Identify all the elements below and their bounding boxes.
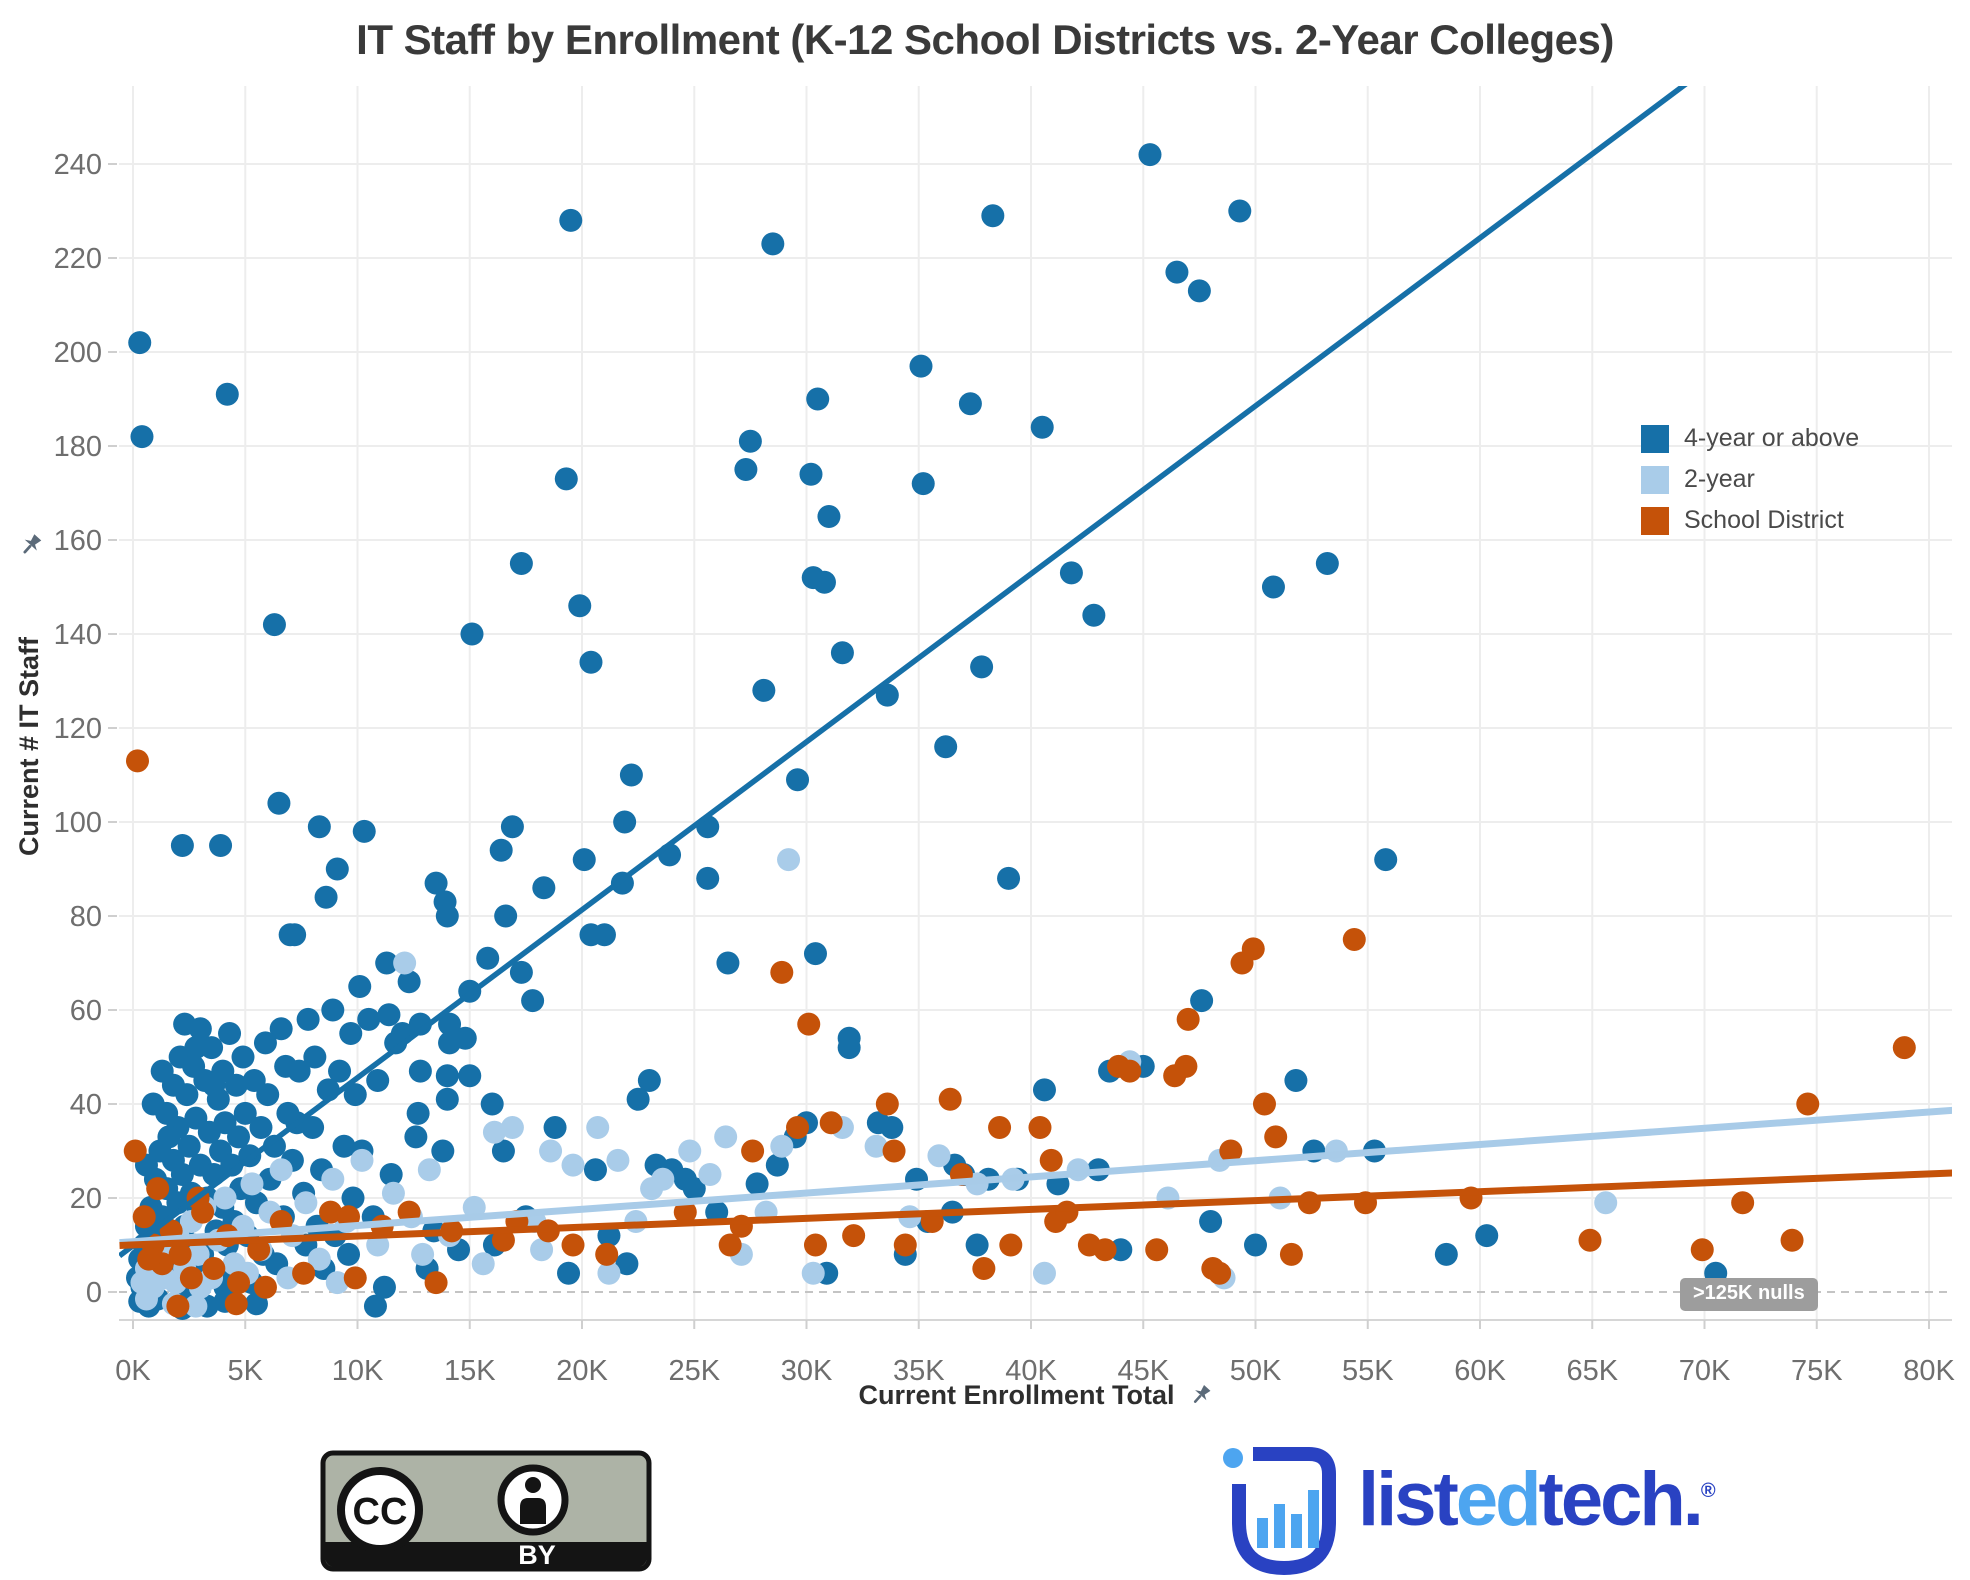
legend: 4-year or above 2-year School District: [1641, 424, 1859, 547]
legend-item-school-district[interactable]: School District: [1641, 506, 1859, 535]
svg-text:60K: 60K: [1454, 1355, 1506, 1387]
svg-text:240: 240: [54, 149, 102, 181]
nulls-indicator-badge[interactable]: >125K nulls: [1680, 1278, 1818, 1311]
logo-bar-2: [1274, 1504, 1285, 1548]
legend-swatch: [1641, 506, 1669, 535]
svg-text:0: 0: [86, 1277, 102, 1309]
svg-text:20K: 20K: [556, 1355, 608, 1387]
legend-item-label: 2-year: [1684, 465, 1755, 493]
logo-bar-1: [1257, 1518, 1268, 1548]
svg-text:10K: 10K: [332, 1355, 384, 1387]
svg-text:75K: 75K: [1791, 1355, 1843, 1387]
svg-text:20: 20: [70, 1183, 102, 1215]
svg-text:160: 160: [54, 525, 102, 557]
svg-text:35K: 35K: [893, 1355, 945, 1387]
logo-bar-4: [1308, 1490, 1319, 1548]
svg-text:40K: 40K: [1005, 1355, 1057, 1387]
cc-by-license-badge[interactable]: CC BY: [320, 1450, 652, 1572]
listedtech-logo-icon[interactable]: [1202, 1438, 1352, 1580]
y-tick-labels: 0 20 40 60 80 100 120 140 160 180 200 220 240: [54, 149, 102, 1309]
svg-text:100: 100: [54, 807, 102, 839]
x-axis-title: Current Enrollment Total: [858, 1380, 1175, 1410]
svg-text:80K: 80K: [1903, 1355, 1955, 1387]
svg-text:45K: 45K: [1117, 1355, 1169, 1387]
svg-text:120: 120: [54, 713, 102, 745]
registered-mark: ®: [1700, 1480, 1716, 1502]
svg-text:50K: 50K: [1230, 1355, 1282, 1387]
wordmark-part-3: tech.: [1538, 1457, 1704, 1542]
x-tick-labels: 0K 5K 10K 15K 20K 25K 30K 35K 40K 45K 50K 55K 60K 65K…: [115, 1355, 1955, 1387]
svg-text:60: 60: [70, 995, 102, 1027]
listedtech-wordmark[interactable]: listedtech.®: [1358, 1462, 1716, 1538]
logo-bar-3: [1291, 1514, 1302, 1548]
svg-text:25K: 25K: [668, 1355, 720, 1387]
svg-text:80: 80: [70, 901, 102, 933]
svg-text:140: 140: [54, 619, 102, 651]
x-axis-title-row: Current Enrollment Total: [119, 1380, 1952, 1416]
svg-text:40: 40: [70, 1089, 102, 1121]
trend-lines: [119, 86, 1952, 1259]
svg-text:65K: 65K: [1566, 1355, 1618, 1387]
y-axis-pin-icon[interactable]: [16, 532, 44, 565]
svg-text:0K: 0K: [115, 1355, 151, 1387]
chart-title: IT Staff by Enrollment (K-12 School Dist…: [356, 16, 1614, 63]
wordmark-part-1: list: [1358, 1457, 1459, 1542]
by-text: BY: [518, 1540, 556, 1570]
cc-text: CC: [353, 1491, 408, 1533]
legend-swatch: [1641, 424, 1669, 453]
data-points[interactable]: [123, 143, 1916, 1320]
cc-circle-icon: [337, 1467, 423, 1553]
svg-text:180: 180: [54, 431, 102, 463]
svg-text:5K: 5K: [228, 1355, 264, 1387]
legend-item-2-year[interactable]: 2-year: [1641, 465, 1859, 494]
x-axis-pin-icon[interactable]: [1187, 1385, 1213, 1415]
svg-text:70K: 70K: [1679, 1355, 1731, 1387]
legend-item-4-year-or-above[interactable]: 4-year or above: [1641, 424, 1859, 453]
legend-item-label: 4-year or above: [1684, 424, 1860, 452]
legend-item-label: School District: [1684, 506, 1844, 534]
axis-ticks: [108, 163, 1930, 1329]
svg-text:30K: 30K: [781, 1355, 833, 1387]
svg-text:220: 220: [54, 243, 102, 275]
y-axis-title: Current # IT Staff: [14, 636, 44, 856]
legend-swatch: [1641, 465, 1669, 494]
svg-text:55K: 55K: [1342, 1355, 1394, 1387]
svg-text:200: 200: [54, 337, 102, 369]
wordmark-part-2: ed: [1455, 1457, 1542, 1542]
svg-text:15K: 15K: [444, 1355, 496, 1387]
